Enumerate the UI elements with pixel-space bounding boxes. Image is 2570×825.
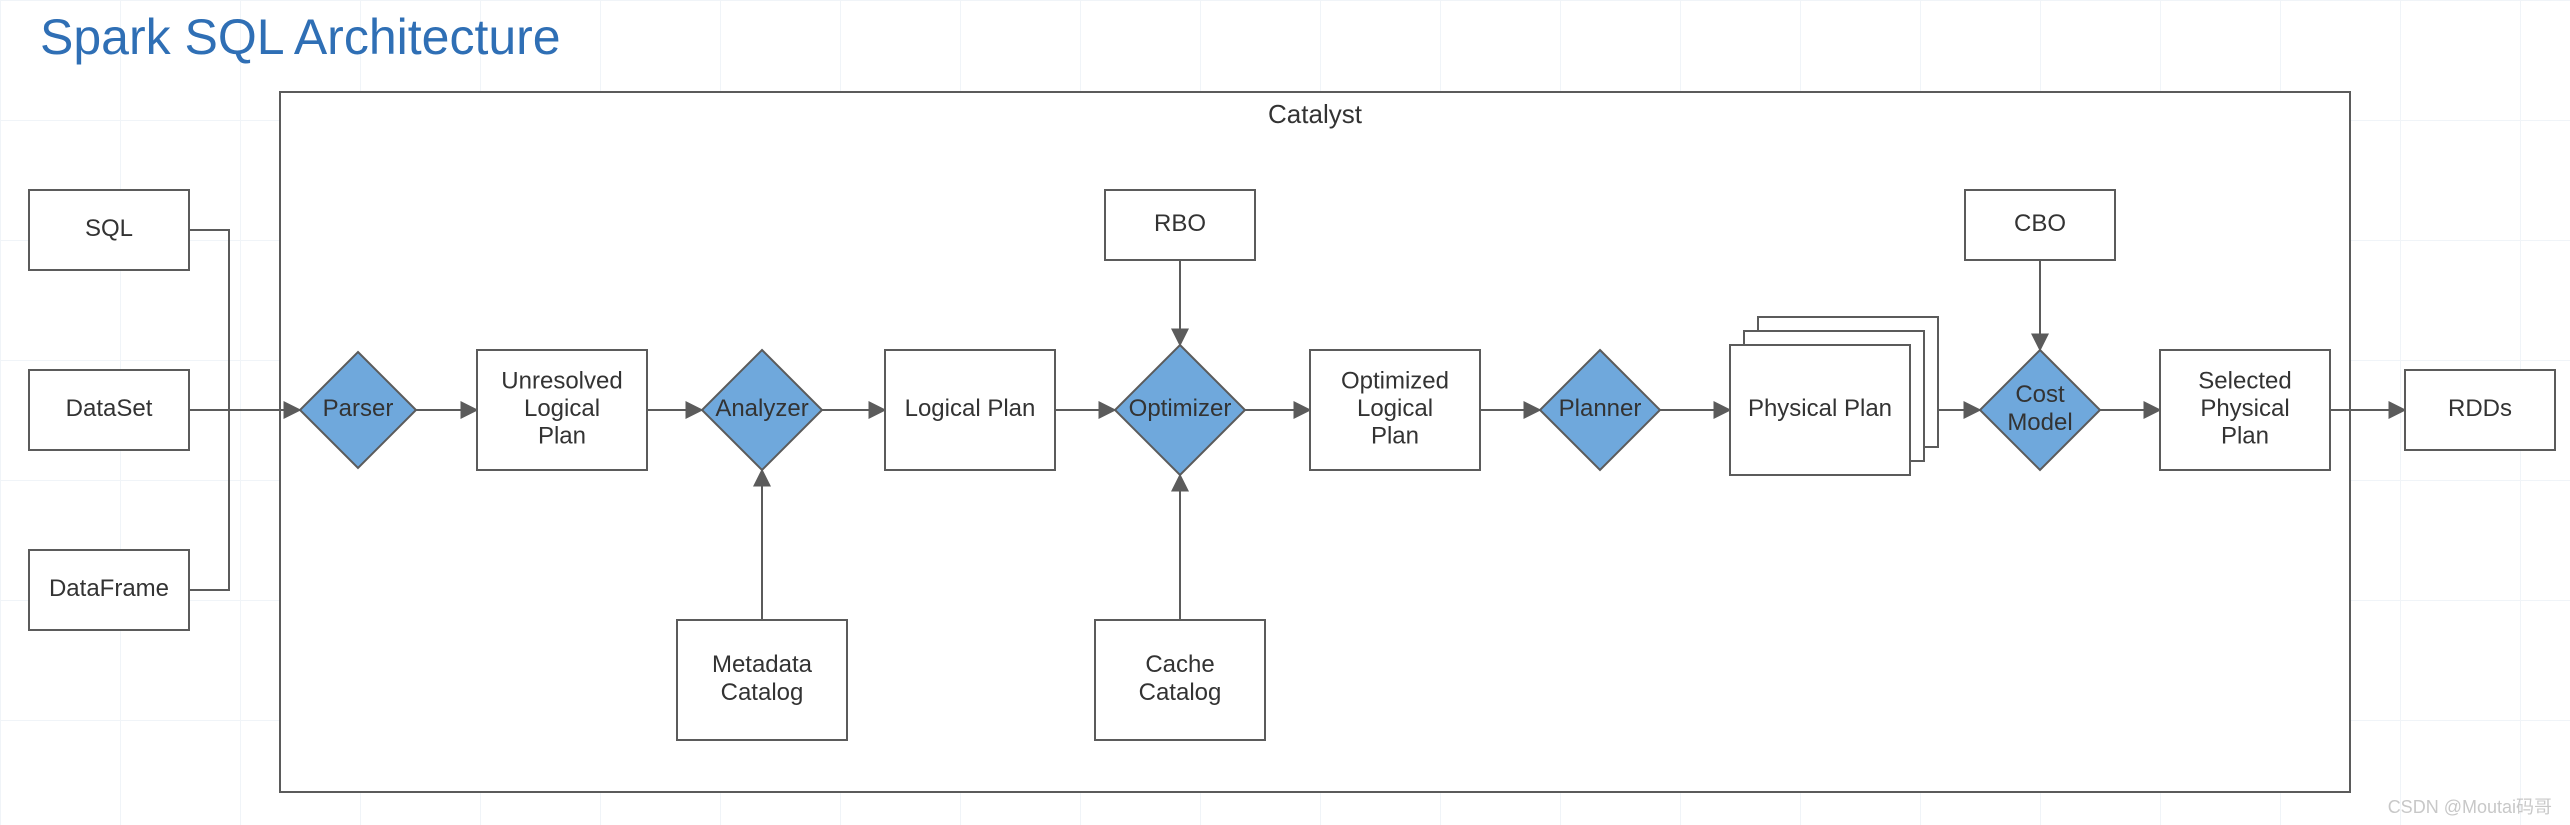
node-logical-label: Logical Plan [905,395,1036,422]
node-sql: SQL [29,190,189,270]
watermark: CSDN @Moutai码哥 [2388,793,2552,819]
node-dataset: DataSet [29,370,189,450]
architecture-diagram: Catalyst SQL DataSet DataFrame Parser Unreso… [0,0,2570,825]
node-physical: Physical Plan [1730,317,1938,475]
node-unresolved: UnresolvedLogicalPlan [477,350,647,470]
node-dataset-label: DataSet [66,395,153,422]
node-dataframe-label: DataFrame [49,575,169,602]
node-rdds: RDDs [2405,370,2555,450]
node-cache: CacheCatalog [1095,620,1265,740]
node-analyzer-label: Analyzer [715,395,808,422]
node-sql-label: SQL [85,215,133,242]
page-title: Spark SQL Architecture [40,8,561,66]
node-cbo: CBO [1965,190,2115,260]
node-selected: SelectedPhysicalPlan [2160,350,2330,470]
node-dataframe: DataFrame [29,550,189,630]
node-rbo-label: RBO [1154,210,1206,237]
node-physical-label: Physical Plan [1748,395,1892,422]
edge [189,410,229,590]
node-planner-label: Planner [1559,395,1642,422]
node-parser-label: Parser [323,395,394,422]
node-cache-label: CacheCatalog [1139,652,1222,707]
edge [189,230,229,410]
node-optimized: OptimizedLogicalPlan [1310,350,1480,470]
node-cbo-label: CBO [2014,210,2066,237]
node-metadata-label: MetadataCatalog [712,652,813,707]
node-optimizer-label: Optimizer [1129,395,1232,422]
node-rdds-label: RDDs [2448,395,2512,422]
node-rbo: RBO [1105,190,1255,260]
node-metadata: MetadataCatalog [677,620,847,740]
node-logical: Logical Plan [885,350,1055,470]
node-costmodel-label: CostModel [2007,382,2072,437]
catalyst-label: Catalyst [1268,99,1363,129]
